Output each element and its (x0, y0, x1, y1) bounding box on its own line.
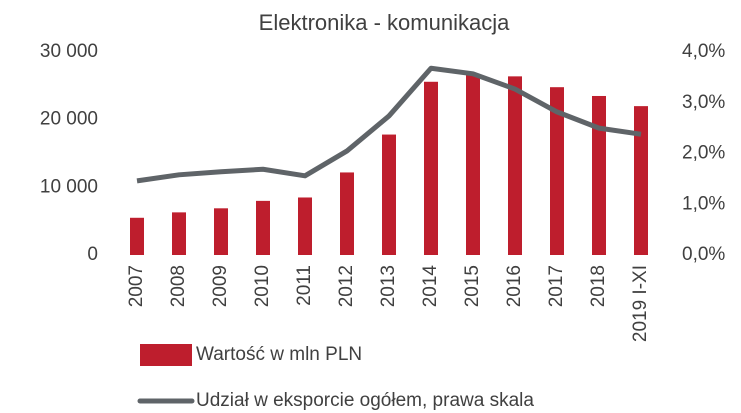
bar (550, 87, 564, 255)
y-tick-label: 10 000 (40, 176, 98, 197)
x-tick-label: 2008 (168, 265, 189, 307)
x-tick-label: 2010 (252, 265, 273, 307)
y2-tick-label: 3,0% (682, 92, 725, 113)
bar (634, 106, 648, 255)
legend-label: Udział w eksporcie ogółem, prawa skala (196, 390, 534, 411)
y-tick-label: 20 000 (40, 109, 98, 130)
bar (340, 172, 354, 255)
x-tick-label: 2017 (546, 265, 567, 307)
y2-tick-label: 4,0% (682, 41, 725, 62)
chart-title: Elektronika - komunikacja (259, 10, 510, 35)
x-tick-label: 2013 (378, 265, 399, 307)
x-tick-label: 2009 (210, 265, 231, 307)
y-tick-label: 0 (87, 244, 98, 265)
bar (214, 208, 228, 255)
x-tick-label: 2011 (294, 265, 315, 306)
y2-tick-label: 0,0% (682, 244, 725, 265)
bar (508, 76, 522, 255)
y2-tick-label: 2,0% (682, 143, 725, 164)
x-tick-label: 2015 (462, 265, 483, 307)
bar (466, 75, 480, 255)
bar (298, 197, 312, 255)
bar (256, 200, 270, 255)
bar (130, 217, 144, 255)
y2-tick-label: 1,0% (682, 193, 725, 214)
legend-swatch (140, 344, 192, 366)
line (136, 65, 642, 184)
x-tick-label: 2018 (588, 265, 609, 307)
x-tick-label: 2014 (420, 265, 441, 308)
x-tick-label: 2012 (336, 265, 357, 307)
bar (592, 95, 606, 255)
x-tick-label: 2019 I-XI (630, 265, 651, 342)
bar (424, 81, 438, 255)
y-tick-label: 30 000 (40, 41, 98, 62)
legend-label: Wartość w mln PLN (196, 344, 362, 365)
bar (172, 212, 186, 255)
x-tick-label: 2016 (504, 265, 525, 307)
bar (382, 134, 396, 255)
x-tick-label: 2007 (126, 265, 147, 307)
